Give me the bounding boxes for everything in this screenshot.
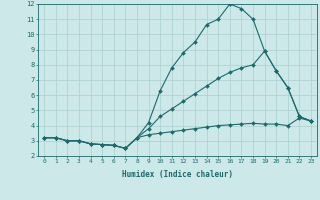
X-axis label: Humidex (Indice chaleur): Humidex (Indice chaleur) [122,170,233,179]
